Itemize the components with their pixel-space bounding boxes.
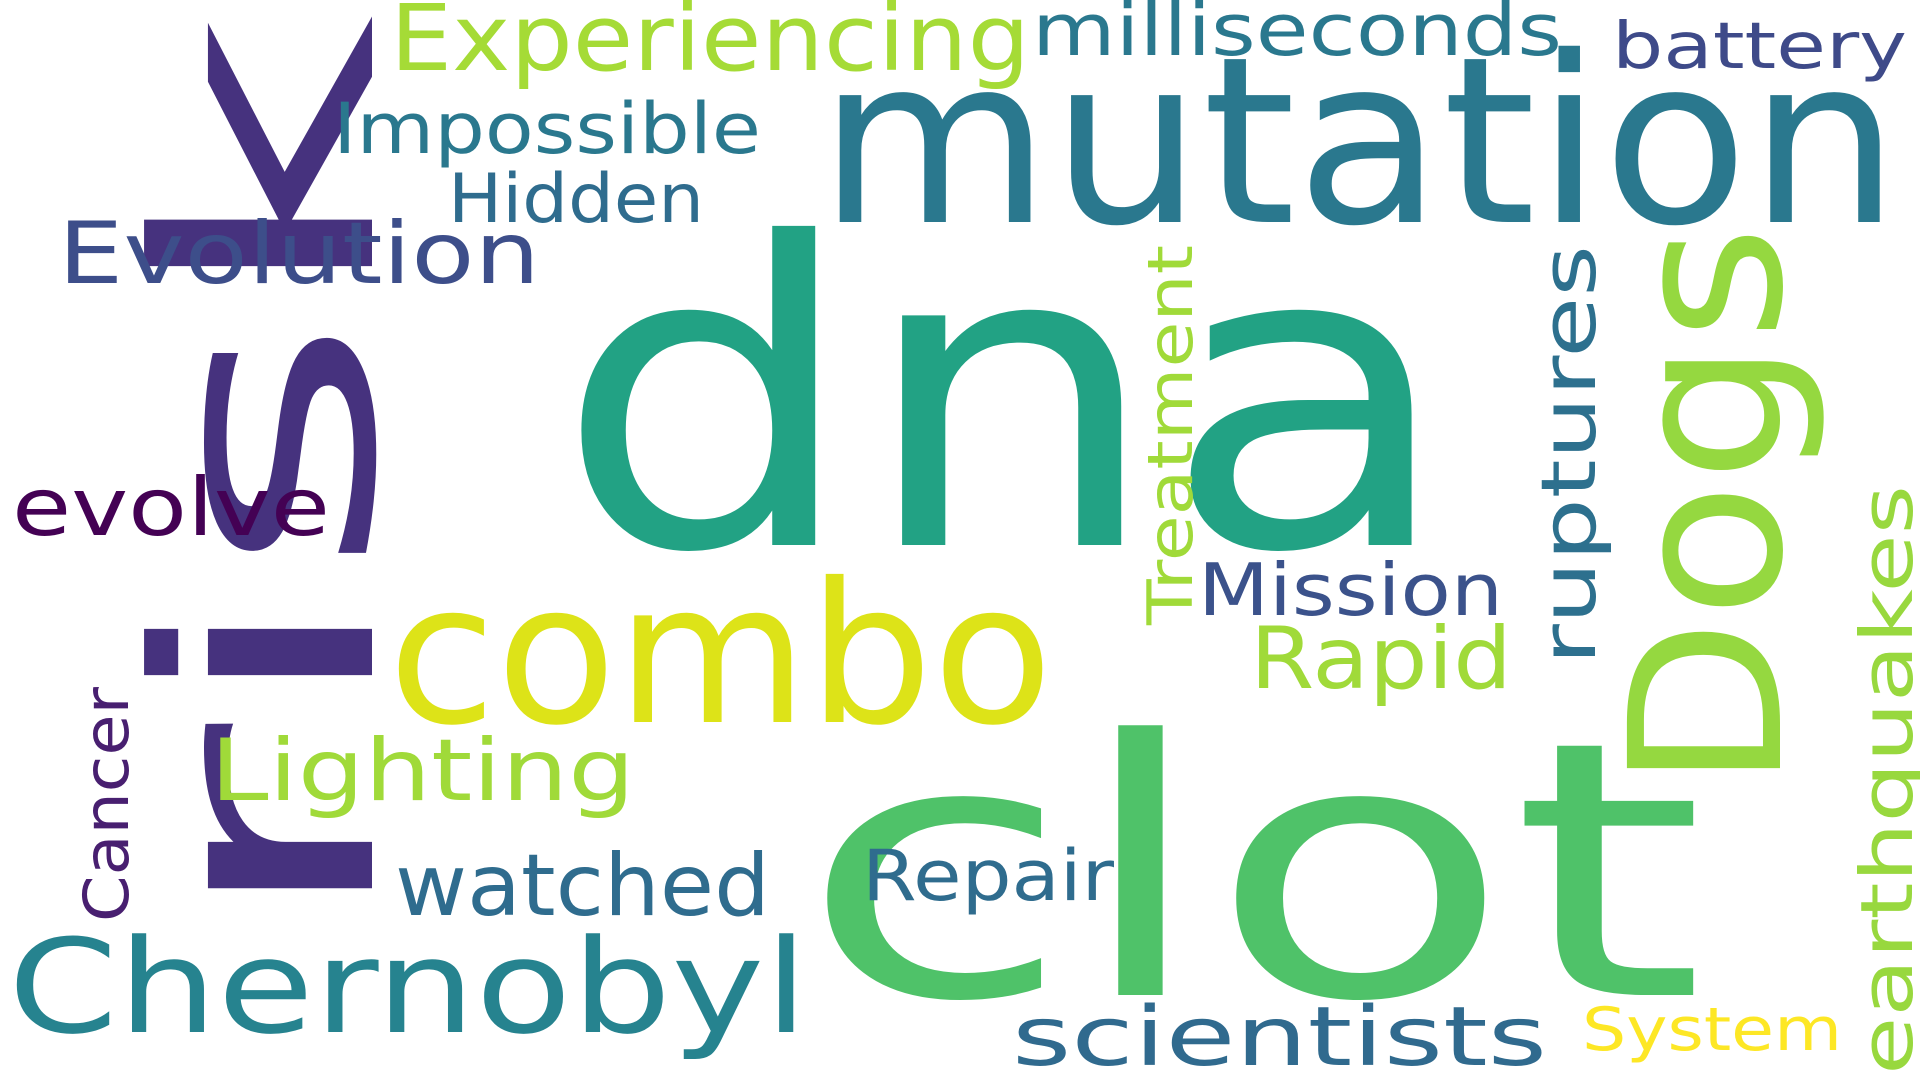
word-mission: Mission <box>1198 548 1503 632</box>
word-system: System <box>1582 995 1842 1065</box>
word-dogs: Dogs <box>1585 225 1830 790</box>
word-rapid: Rapid <box>1250 609 1512 709</box>
word-battery: battery <box>1612 10 1907 84</box>
word-impossible: Impossible <box>333 88 761 170</box>
word-chernobyl: Chernobyl <box>8 911 808 1063</box>
word-watched: watched <box>395 836 770 936</box>
word-lighting: Lighting <box>210 721 635 821</box>
word-cancer: Cancer <box>70 686 143 922</box>
word-treatment: Treatment <box>1134 245 1207 626</box>
word-evolve: evolve <box>12 461 330 554</box>
word-mutation: mutation <box>818 7 1900 277</box>
word-risk: risk <box>94 15 443 935</box>
word-earthquakes: earthquakes <box>1845 485 1920 1075</box>
word-evolution: Evolution <box>58 204 540 304</box>
word-ruptures: ruptures <box>1524 245 1613 665</box>
word-experiencing: Experiencing <box>390 0 1030 92</box>
word-scientists: scientists <box>1012 990 1547 1080</box>
word-hidden: Hidden <box>448 160 704 239</box>
word-milliseconds: milliseconds <box>1032 0 1562 72</box>
word-clot: clot <box>800 665 1705 1079</box>
word-combo: combo <box>388 541 1053 768</box>
word-dna: dna <box>555 156 1455 645</box>
word-repair: Repair <box>862 835 1114 917</box>
